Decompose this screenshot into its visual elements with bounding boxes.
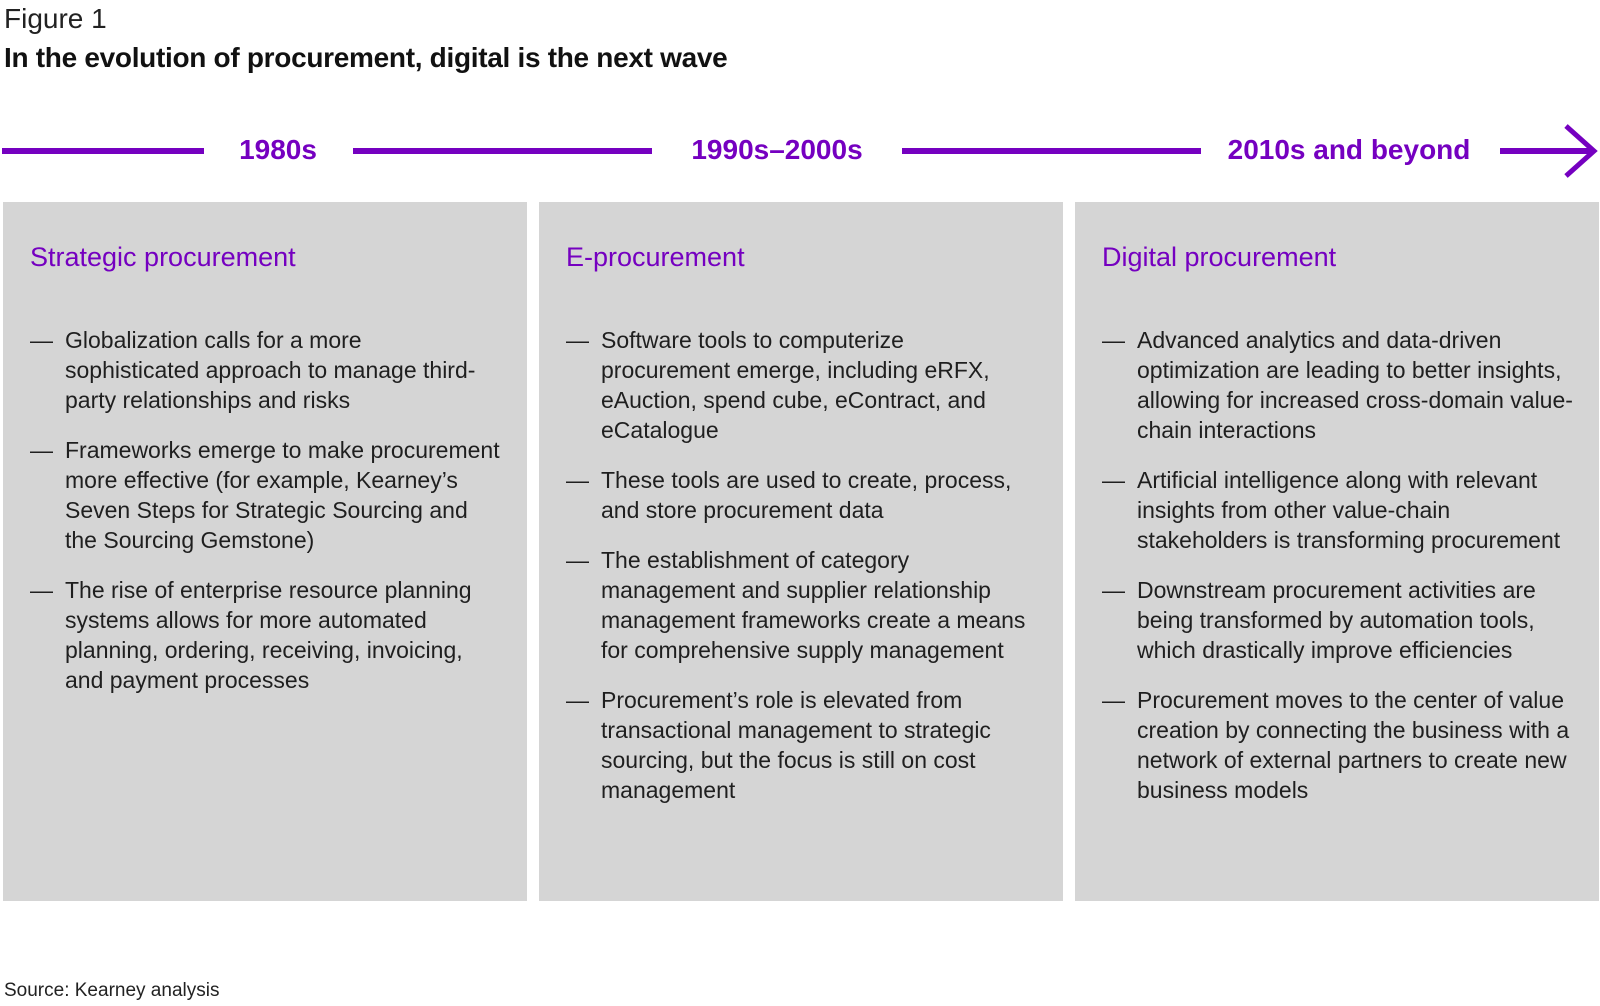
timeline-segment-2 [353,148,652,154]
list-item: — The rise of enterprise resource plannin… [30,575,501,695]
list-item: — Procurement’s role is elevated from tra… [566,685,1037,805]
bullet-text: Downstream procurement activities are be… [1137,577,1536,663]
dash-bullet-icon: — [30,327,53,353]
list-item: — Procurement moves to the center of valu… [1102,685,1573,805]
list-item: — These tools are used to create, process… [566,465,1037,525]
dash-bullet-icon: — [1102,467,1125,493]
bullet-list: — Advanced analytics and data-driven opti… [1102,325,1573,805]
panel-strategic-procurement: Strategic procurement — Globalization cal… [3,202,527,901]
bullet-text: Procurement’s role is elevated from tran… [601,687,991,803]
timeline: 1980s 1990s–2000s 2010s and beyond [0,120,1600,182]
bullet-text: These tools are used to create, process,… [601,467,1012,523]
list-item: — Advanced analytics and data-driven opti… [1102,325,1573,445]
dash-bullet-icon: — [566,467,589,493]
bullet-text: The rise of enterprise resource planning… [65,577,472,693]
right-arrow-icon [1500,124,1598,178]
dash-bullet-icon: — [566,687,589,713]
dash-bullet-icon: — [30,577,53,603]
bullet-list: — Globalization calls for a more sophisti… [30,325,501,695]
dash-bullet-icon: — [1102,327,1125,353]
dash-bullet-icon: — [566,547,589,573]
panel-digital-procurement: Digital procurement — Advanced analytics … [1075,202,1599,901]
era-label-2010s-and-beyond: 2010s and beyond [1227,134,1471,165]
panel-e-procurement: E-procurement — Software tools to compute… [539,202,1063,901]
list-item: — Frameworks emerge to make procurement m… [30,435,501,555]
figure-label: Figure 1 [4,3,107,34]
era-label-1990s-2000s: 1990s–2000s [691,134,863,165]
era-panels: Strategic procurement — Globalization cal… [3,202,1600,901]
bullet-list: — Software tools to computerize procureme… [566,325,1037,805]
bullet-text: Globalization calls for a more sophistic… [65,327,476,413]
bullet-text: The establishment of category management… [601,547,1026,663]
dash-bullet-icon: — [1102,687,1125,713]
timeline-segment-1 [2,148,204,154]
bullet-text: Frameworks emerge to make procurement mo… [65,437,500,553]
list-item: — The establishment of category managemen… [566,545,1037,665]
list-item: — Downstream procurement activities are b… [1102,575,1573,665]
list-item: — Globalization calls for a more sophisti… [30,325,501,415]
panel-heading: Strategic procurement [30,242,296,272]
list-item: — Software tools to computerize procureme… [566,325,1037,445]
dash-bullet-icon: — [30,437,53,463]
bullet-text: Artificial intelligence along with relev… [1137,467,1561,553]
panel-heading: E-procurement [566,242,745,272]
dash-bullet-icon: — [566,327,589,353]
era-label-1980s: 1980s [239,134,317,165]
source-note: Source: Kearney analysis [4,980,220,1001]
panel-heading: Digital procurement [1102,242,1337,272]
bullet-text: Software tools to computerize procuremen… [601,327,990,443]
bullet-text: Procurement moves to the center of value… [1137,687,1570,803]
dash-bullet-icon: — [1102,577,1125,603]
bullet-text: Advanced analytics and data-driven optim… [1137,327,1573,443]
timeline-segment-3 [902,148,1201,154]
list-item: — Artificial intelligence along with rele… [1102,465,1573,555]
figure-title: In the evolution of procurement, digital… [4,42,728,73]
